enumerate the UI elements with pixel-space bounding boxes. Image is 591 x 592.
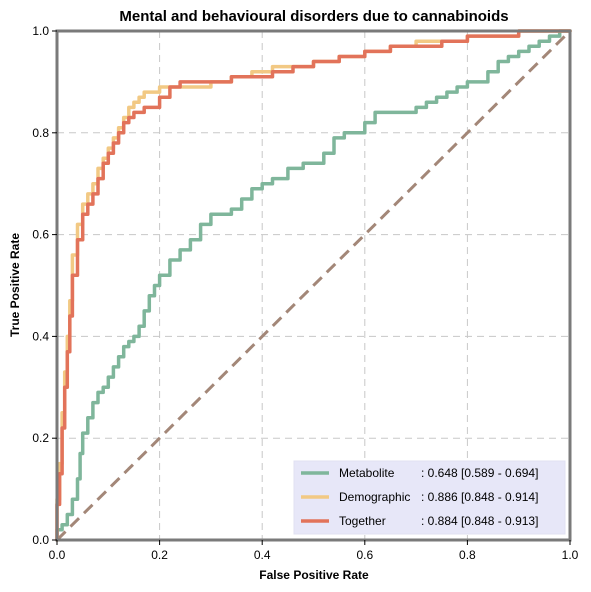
x-tick-label: 0.6 [356, 548, 373, 562]
x-tick-label: 0.0 [49, 548, 66, 562]
chart-title: Mental and behavioural disorders due to … [119, 8, 508, 25]
x-tick-label: 0.8 [459, 548, 476, 562]
grid-lines [57, 31, 570, 540]
series-line-metabolite [55, 29, 572, 542]
chance-diagonal [55, 29, 572, 542]
x-tick-label: 0.4 [254, 548, 271, 562]
y-tick-label: 0.4 [32, 329, 49, 343]
chance-line [55, 29, 572, 542]
y-axis-label: True Positive Rate [8, 233, 22, 337]
y-tick-label: 0.2 [32, 431, 49, 445]
y-tick-label: 0.0 [32, 533, 49, 547]
series-line-together [55, 29, 572, 542]
axis-ticks: 0.0 0.2 0.4 0.6 0.8 1.0 0.0 0.2 0.4 0.6 0.8 1.0 [32, 24, 578, 562]
legend-series-name: Metabolite [339, 466, 395, 480]
legend-series-name: Demographic [339, 490, 410, 504]
roc-series [55, 29, 572, 542]
x-tick-label: 0.2 [151, 548, 168, 562]
x-tick-label: 1.0 [562, 548, 579, 562]
legend-auc-value: : 0.648 [0.589 - 0.694] [421, 466, 538, 480]
y-tick-label: 1.0 [32, 24, 49, 38]
plot-frame [55, 29, 572, 542]
legend-auc-value: : 0.886 [0.848 - 0.914] [421, 490, 538, 504]
x-axis-label: False Positive Rate [259, 568, 369, 582]
y-tick-label: 0.8 [32, 126, 49, 140]
y-tick-label: 0.6 [32, 228, 49, 242]
legend: Metabolite : 0.648 [0.589 - 0.694] Demogra… [293, 460, 566, 535]
legend-series-name: Together [339, 514, 386, 528]
legend-auc-value: : 0.884 [0.848 - 0.913] [421, 514, 538, 528]
legend-box [293, 460, 566, 535]
